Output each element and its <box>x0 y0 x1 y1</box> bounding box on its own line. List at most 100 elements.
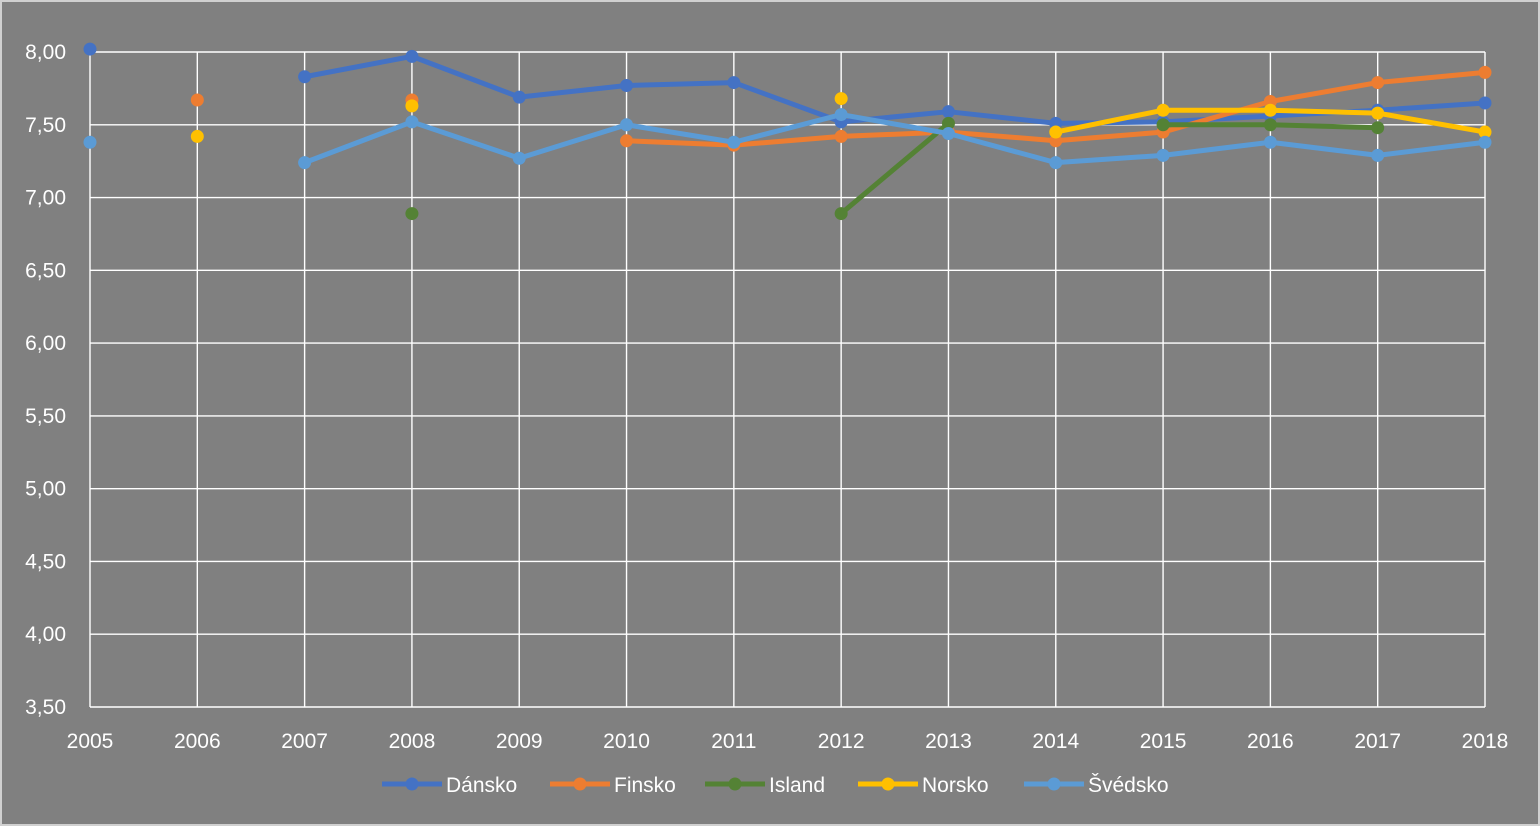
series-line-segment <box>1160 139 1273 158</box>
series-line-segment <box>1375 139 1488 158</box>
y-tick-label: 7,50 <box>25 114 66 137</box>
y-tick-label: 4,50 <box>25 550 66 573</box>
legend-item: Island <box>705 774 825 797</box>
series-line-segment <box>838 112 951 137</box>
series-line-segment <box>1267 122 1381 131</box>
data-point <box>1371 76 1385 90</box>
series-line-segment <box>409 119 522 161</box>
series-line-segment <box>1053 107 1166 135</box>
legend-label: Norsko <box>922 774 989 797</box>
series-line-segment <box>945 109 1059 126</box>
data-point <box>620 78 634 92</box>
data-point <box>620 134 634 148</box>
legend-label: Švédsko <box>1088 774 1169 797</box>
x-tick-label: 2013 <box>925 730 972 753</box>
series-line-segment <box>624 80 737 88</box>
series-line-segment <box>409 53 522 100</box>
data-point <box>190 93 204 107</box>
data-point <box>405 99 419 113</box>
y-tick-label: 5,50 <box>25 405 66 428</box>
x-tick-label: 2008 <box>389 730 436 753</box>
data-point <box>834 207 848 221</box>
data-point <box>1156 148 1170 162</box>
data-point <box>1371 148 1385 162</box>
data-point <box>1478 65 1492 79</box>
legend-item: Finsko <box>550 774 676 797</box>
series-line-segment <box>945 131 1059 166</box>
series-line-segment <box>516 82 630 100</box>
legend-swatch-marker <box>881 777 895 791</box>
x-tick-label: 2018 <box>1462 730 1509 753</box>
data-point <box>620 118 634 132</box>
series-2 <box>190 65 1492 152</box>
legend-item: Norsko <box>858 774 989 797</box>
series-line-segment <box>624 122 737 145</box>
y-tick-label: 7,00 <box>25 187 66 210</box>
data-point <box>727 76 741 90</box>
legend-swatch-marker <box>1047 777 1061 791</box>
data-point <box>405 49 419 63</box>
legend-label: Island <box>769 774 825 797</box>
x-tick-label: 2006 <box>174 730 221 753</box>
data-point <box>405 207 419 221</box>
data-point <box>834 108 848 122</box>
y-tick-label: 6,00 <box>25 332 66 355</box>
data-point <box>512 90 526 104</box>
series-line-segment <box>1375 100 1488 113</box>
series-line-segment <box>731 112 844 145</box>
data-point <box>190 129 204 143</box>
series-4 <box>190 92 1492 143</box>
legend-swatch-marker <box>728 777 742 791</box>
legend-swatch-marker <box>573 777 587 791</box>
data-point <box>83 42 97 56</box>
series-line-segment <box>945 129 1059 144</box>
data-point <box>941 127 955 141</box>
y-tick-label: 4,00 <box>25 623 66 646</box>
y-tick-label: 8,00 <box>25 41 66 64</box>
data-point <box>298 70 312 84</box>
data-point <box>83 135 97 149</box>
series-line-segment <box>1375 69 1488 86</box>
data-point <box>1263 135 1277 149</box>
x-tick-label: 2010 <box>603 730 650 753</box>
x-tick-label: 2011 <box>711 730 756 753</box>
data-point <box>834 129 848 143</box>
data-point <box>1049 156 1063 170</box>
data-point <box>941 116 955 130</box>
legend-item: Švédsko <box>1024 774 1169 797</box>
series-line-segment <box>302 119 415 166</box>
series-3 <box>405 116 1385 221</box>
y-tick-label: 3,50 <box>25 696 66 719</box>
x-tick-label: 2012 <box>818 730 865 753</box>
data-point <box>512 151 526 165</box>
x-tick-label: 2017 <box>1354 730 1401 753</box>
data-point <box>1263 118 1277 132</box>
data-point <box>1156 118 1170 132</box>
series-line-segment <box>1267 80 1381 104</box>
legend-label: Finsko <box>614 774 676 797</box>
x-tick-label: 2005 <box>67 730 114 753</box>
data-point <box>1478 96 1492 110</box>
data-point <box>405 115 419 129</box>
series-line-segment <box>731 80 844 125</box>
data-point <box>941 105 955 119</box>
data-point <box>1478 135 1492 149</box>
x-tick-label: 2016 <box>1247 730 1294 753</box>
data-point <box>1049 125 1063 139</box>
x-tick-label: 2007 <box>281 730 328 753</box>
series-line-segment <box>516 122 630 161</box>
series-5 <box>83 108 1492 170</box>
x-tick-label: 2009 <box>496 730 543 753</box>
legend-swatch-marker <box>405 777 419 791</box>
legend-label: Dánsko <box>446 774 517 797</box>
series-line-segment <box>1267 139 1381 158</box>
data-point <box>298 156 312 170</box>
series-line-segment <box>1375 110 1488 135</box>
series-1 <box>83 42 1492 130</box>
x-tick-label: 2014 <box>1032 730 1079 753</box>
series-line-segment <box>1053 129 1166 144</box>
series-line-segment <box>302 53 415 80</box>
data-point <box>1478 125 1492 139</box>
series-line-segment <box>1267 107 1381 116</box>
